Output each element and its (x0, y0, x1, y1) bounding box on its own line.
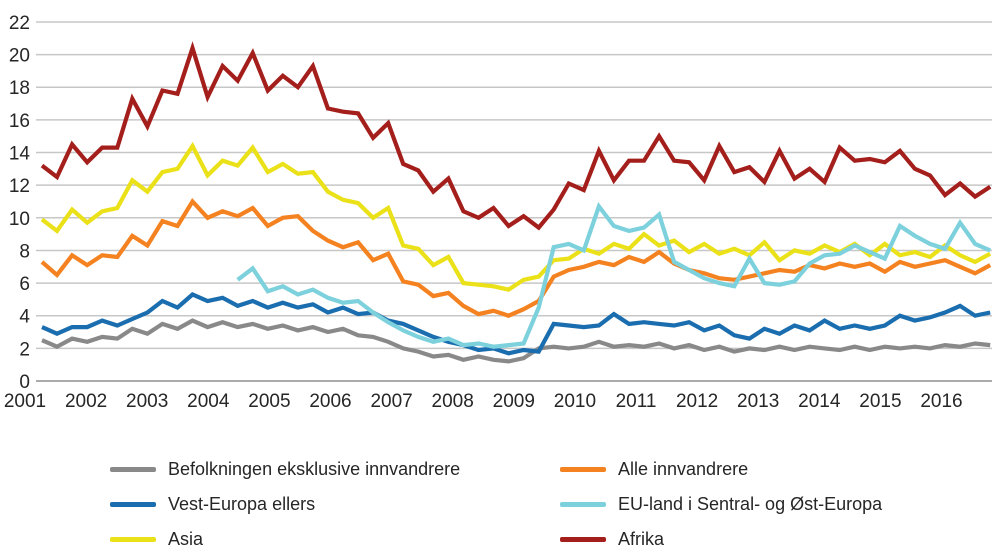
x-axis-tick-label-2007: 2007 (370, 391, 412, 412)
x-axis-tick-label-2005: 2005 (248, 391, 290, 412)
series-line-asia (40, 141, 992, 292)
y-axis-tick-label-0: 0 (19, 372, 30, 393)
y-axis-tick-label-12: 12 (9, 176, 30, 197)
legend-item-vest-europa-ellers: Vest-Europa ellers (110, 495, 315, 513)
legend-item-afrika: Afrika (560, 530, 664, 548)
x-axis-tick-label-2010: 2010 (554, 391, 596, 412)
x-axis-tick-label-2006: 2006 (309, 391, 351, 412)
x-axis-tick-label-2001: 2001 (4, 391, 46, 412)
legend-item-befolkningen-eksklusive-innvandrere: Befolkningen eksklusive innvandrere (110, 460, 460, 478)
legend-color-swatch-asia (110, 536, 156, 542)
series-line-eu-land-i-sentral-og-ost-europa (236, 202, 992, 349)
y-axis-tick-label-8: 8 (19, 241, 30, 262)
y-axis-tick-label-22: 22 (9, 13, 30, 34)
x-axis-tick-label-2014: 2014 (798, 391, 841, 412)
line-chart-plot-area: 0 2 4 6 8 10 12 14 16 18 20 22 2001 2002 2003 2004 2005 2… (4, 13, 992, 412)
legend-label-befolkningen-eksklusive-innvandrere: Befolkningen eksklusive innvandrere (168, 459, 461, 479)
series-line-afrika (40, 41, 992, 231)
x-axis-tick-label-2002: 2002 (65, 391, 107, 412)
legend-item-eu-land-i-sentral-og-ost-europa: EU-land i Sentral- og Øst-Europa (560, 495, 882, 513)
y-axis-tick-label-10: 10 (9, 209, 30, 230)
series-line-alle-innvandrere (40, 198, 992, 318)
legend-label-alle-innvandrere: Alle innvandrere (618, 459, 749, 479)
x-axis-tick-label-2016: 2016 (920, 391, 962, 412)
series-line-vest-europa-ellers (41, 292, 991, 356)
legend-color-swatch-afrika (560, 536, 606, 542)
legend-item-alle-innvandrere: Alle innvandrere (560, 460, 748, 478)
legend-label-afrika: Afrika (618, 529, 665, 549)
x-axis-tick-label-2004: 2004 (187, 391, 230, 412)
x-axis-tick-label-2009: 2009 (493, 391, 535, 412)
y-axis-tick-label-4: 4 (19, 307, 30, 328)
legend-label-eu-land-i-sentral-og-ost-europa: EU-land i Sentral- og Øst-Europa (618, 494, 883, 514)
x-axis-tick-label-2003: 2003 (126, 391, 168, 412)
legend-label-vest-europa-ellers: Vest-Europa ellers (168, 494, 316, 514)
legend-color-swatch-befolkningen-eksklusive-innvandrere (110, 466, 156, 472)
legend-color-swatch-eu-land-i-sentral-og-ost-europa (560, 501, 606, 507)
y-axis-tick-label-20: 20 (9, 46, 30, 67)
legend-color-swatch-alle-innvandrere (560, 466, 606, 472)
x-axis-tick-label-2012: 2012 (676, 391, 718, 412)
y-axis-tick-label-6: 6 (19, 274, 30, 295)
legend-color-swatch-vest-europa-ellers (110, 501, 156, 507)
legend-item-asia: Asia (110, 530, 203, 548)
y-axis-tick-label-16: 16 (9, 111, 30, 132)
y-axis-tick-label-18: 18 (9, 78, 30, 99)
x-axis-tick-label-2015: 2015 (859, 391, 901, 412)
series-line-befolkningen-eksklusive-innvandrere (41, 318, 991, 364)
x-axis-tick-label-2011: 2011 (616, 391, 657, 412)
x-axis-tick-label-2013: 2013 (737, 391, 779, 412)
y-axis-tick-label-2: 2 (19, 339, 30, 360)
legend-label-asia: Asia (168, 529, 204, 549)
y-axis-tick-label-14: 14 (9, 144, 31, 165)
x-axis-tick-label-2008: 2008 (432, 391, 474, 412)
